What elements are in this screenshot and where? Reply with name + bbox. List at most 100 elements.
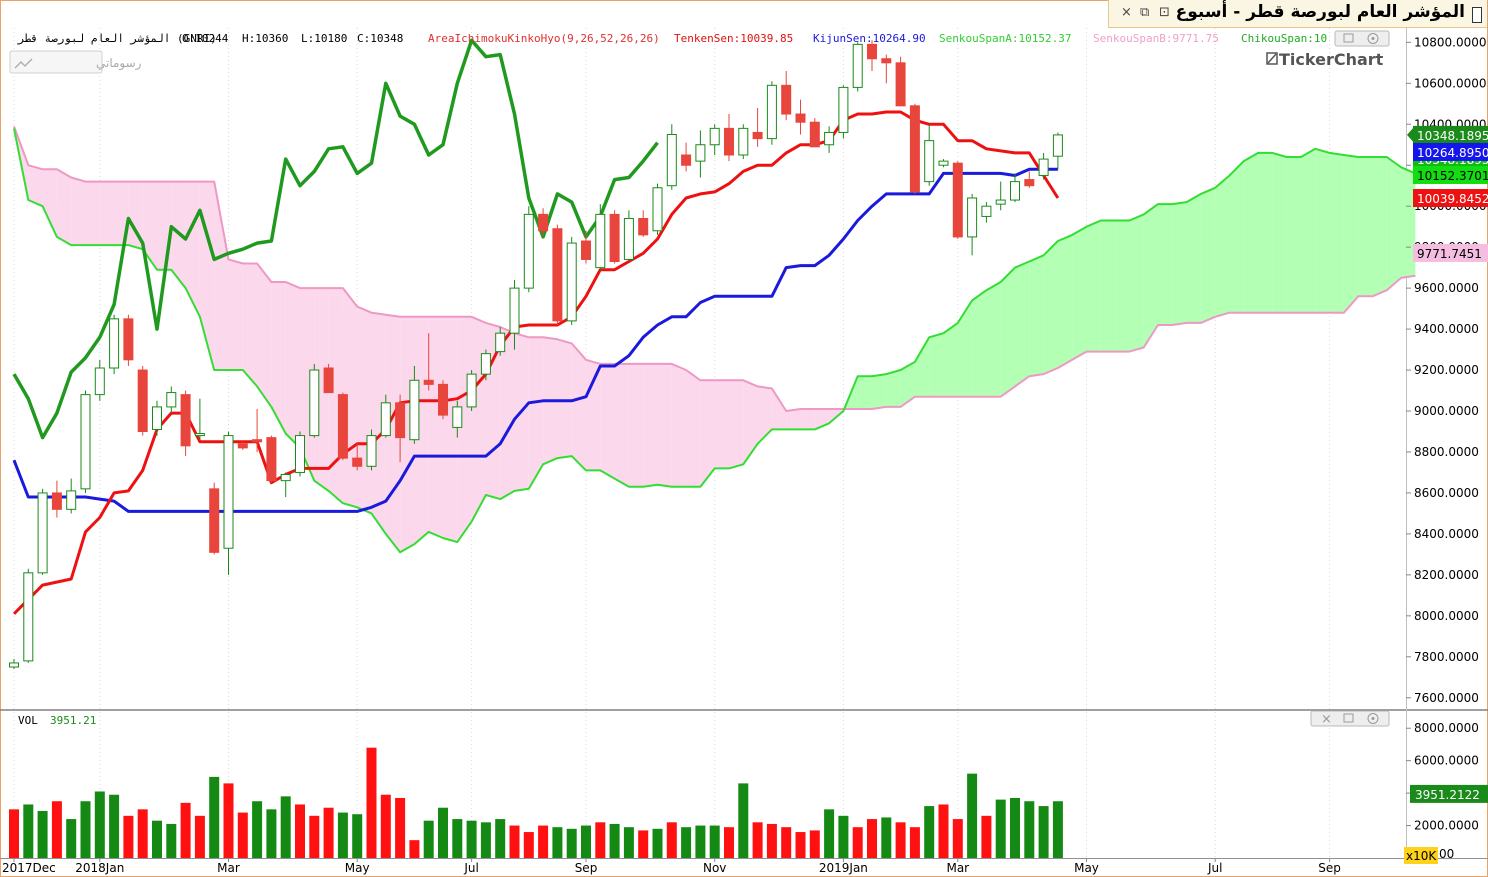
candle-up[interactable] xyxy=(1010,181,1020,201)
volume-bar[interactable] xyxy=(709,825,720,858)
volume-bar[interactable] xyxy=(638,830,649,858)
volume-bar[interactable] xyxy=(838,815,849,858)
candle-up[interactable] xyxy=(852,43,863,88)
volume-bar[interactable] xyxy=(738,783,749,858)
candle-up[interactable] xyxy=(295,435,305,473)
volume-bar[interactable] xyxy=(952,819,963,858)
candle-up[interactable] xyxy=(967,197,978,238)
candle-down[interactable] xyxy=(237,443,248,449)
volume-bar[interactable] xyxy=(352,814,363,858)
volume-bar[interactable] xyxy=(366,747,377,858)
volume-bar[interactable] xyxy=(495,819,506,858)
candle-down[interactable] xyxy=(209,488,220,553)
volume-bar[interactable] xyxy=(995,799,1006,858)
candle-up[interactable] xyxy=(709,127,720,146)
candle-up[interactable] xyxy=(995,199,1006,205)
volume-bar[interactable] xyxy=(967,773,978,858)
candle-up[interactable] xyxy=(595,213,606,269)
volume-bar[interactable] xyxy=(438,807,448,858)
candle-down[interactable] xyxy=(337,394,348,459)
volume-bar[interactable] xyxy=(1038,806,1049,858)
volume-bar[interactable] xyxy=(466,820,477,858)
candle-up[interactable] xyxy=(466,373,477,408)
volume-bar[interactable] xyxy=(323,807,334,858)
candle-up[interactable] xyxy=(9,662,19,668)
volume-bar[interactable] xyxy=(881,817,892,858)
volume-bar[interactable] xyxy=(80,801,91,858)
volume-bar[interactable] xyxy=(766,823,777,858)
window-checkbox-icon[interactable] xyxy=(1472,7,1482,23)
candle-down[interactable] xyxy=(681,154,692,166)
volume-bar[interactable] xyxy=(981,815,992,858)
volume-bar[interactable] xyxy=(380,794,391,858)
candle-down[interactable] xyxy=(266,437,277,482)
volume-bar[interactable] xyxy=(223,783,234,858)
volume-bar[interactable] xyxy=(51,801,62,858)
volume-bar[interactable] xyxy=(295,804,305,858)
candle-up[interactable] xyxy=(80,394,91,490)
candle-up[interactable] xyxy=(66,490,77,510)
candle-up[interactable] xyxy=(924,140,935,183)
volume-bar[interactable] xyxy=(623,827,634,858)
volume-bar[interactable] xyxy=(938,804,949,858)
candle-down[interactable] xyxy=(781,84,792,115)
candle-down[interactable] xyxy=(323,367,334,394)
volume-bar[interactable] xyxy=(652,828,663,858)
candle-down[interactable] xyxy=(909,105,920,193)
volume-bar[interactable] xyxy=(194,815,205,858)
volume-bar[interactable] xyxy=(924,806,935,858)
candle-down[interactable] xyxy=(352,457,363,467)
volume-bars[interactable] xyxy=(9,747,1063,858)
volume-bar[interactable] xyxy=(166,823,177,858)
maximize-icon[interactable] xyxy=(1343,33,1354,43)
volume-bar[interactable] xyxy=(523,832,534,858)
volume-bar[interactable] xyxy=(681,827,692,858)
volume-bar[interactable] xyxy=(480,822,491,858)
candle-down[interactable] xyxy=(552,228,563,322)
volume-bar[interactable] xyxy=(180,802,191,858)
volume-bar[interactable] xyxy=(852,827,863,858)
candle-down[interactable] xyxy=(123,318,134,361)
candle-up[interactable] xyxy=(838,86,849,133)
candle-up[interactable] xyxy=(480,353,491,375)
volume-bar[interactable] xyxy=(824,809,835,858)
candle-down[interactable] xyxy=(581,240,591,260)
volume-bar[interactable] xyxy=(209,776,220,858)
candle-up[interactable] xyxy=(309,369,320,437)
candle-down[interactable] xyxy=(752,131,763,140)
candle-up[interactable] xyxy=(738,127,749,156)
candle-up[interactable] xyxy=(37,492,48,574)
candle-down[interactable] xyxy=(724,127,734,156)
volume-bar[interactable] xyxy=(724,827,734,858)
candle-down[interactable] xyxy=(395,402,406,439)
candle-down[interactable] xyxy=(538,213,549,232)
candle-down[interactable] xyxy=(180,394,191,447)
volume-bar[interactable] xyxy=(695,825,706,858)
volume-bar[interactable] xyxy=(37,810,48,858)
volume-bar[interactable] xyxy=(252,801,263,858)
volume-bar[interactable] xyxy=(795,832,806,858)
candle-up[interactable] xyxy=(766,84,777,140)
candle-down[interactable] xyxy=(795,113,806,123)
candle-up[interactable] xyxy=(380,402,391,437)
candle-up[interactable] xyxy=(152,406,162,430)
title-bar[interactable]: × ⧉ ⊡ المؤشر العام لبورصة قطر - أسبوع xyxy=(1108,0,1487,28)
candle-up[interactable] xyxy=(509,287,520,334)
candle-up[interactable] xyxy=(938,160,949,166)
candle-down[interactable] xyxy=(638,217,649,236)
candle-down[interactable] xyxy=(609,213,620,262)
candle-up[interactable] xyxy=(1038,158,1049,176)
candle-up[interactable] xyxy=(666,134,677,187)
candle-down[interactable] xyxy=(51,492,62,510)
candle-up[interactable] xyxy=(23,572,34,662)
volume-bar[interactable] xyxy=(337,812,348,858)
candle-down[interactable] xyxy=(952,162,963,238)
volume-bar[interactable] xyxy=(280,796,291,858)
volume-bar[interactable] xyxy=(895,822,906,858)
volume-bar[interactable] xyxy=(609,823,620,858)
volume-bar[interactable] xyxy=(123,815,134,858)
volume-bar[interactable] xyxy=(409,840,420,858)
candle-up[interactable] xyxy=(109,318,120,369)
candle-up[interactable] xyxy=(1052,134,1063,157)
volume-bar[interactable] xyxy=(752,822,763,858)
